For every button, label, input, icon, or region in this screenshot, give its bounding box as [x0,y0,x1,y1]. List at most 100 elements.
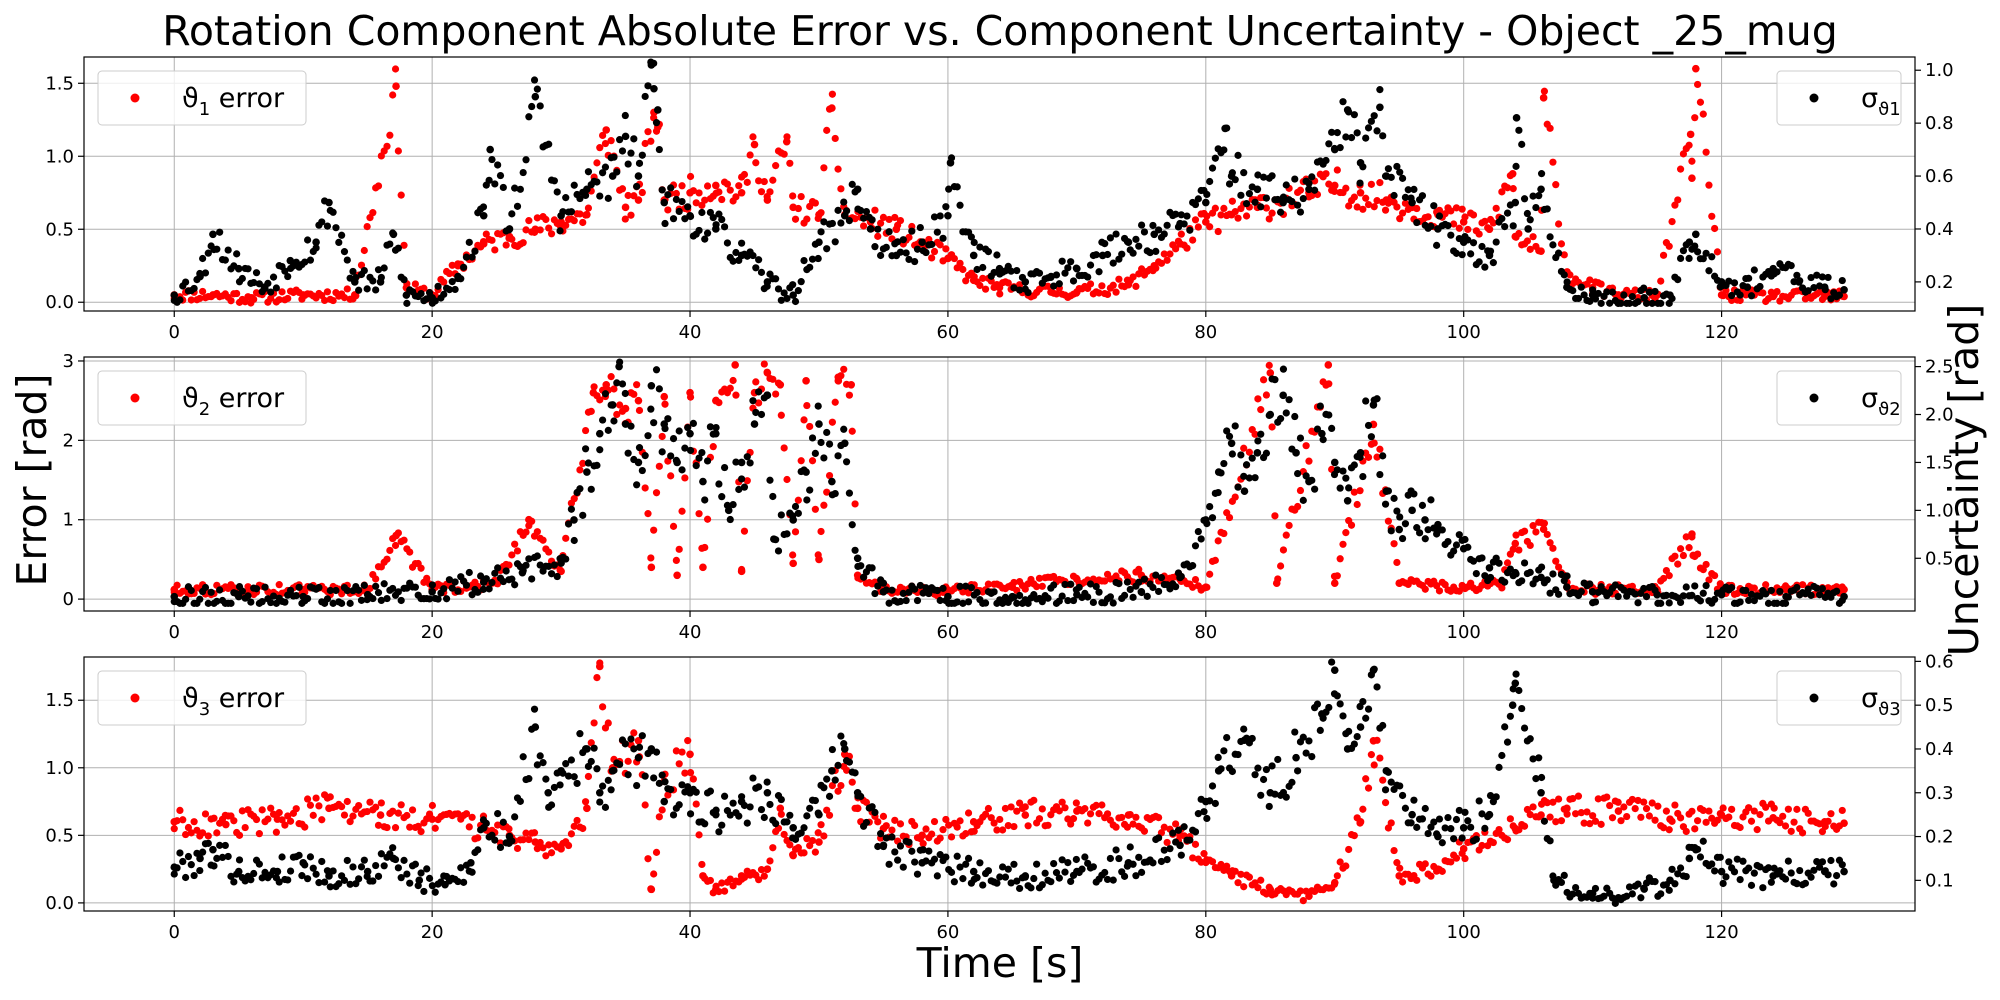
uncertainty-series-anchor-point [557,559,565,567]
uncertainty-series-point [1311,186,1319,194]
uncertainty-series-point [942,853,950,861]
error-series-point [1004,821,1012,830]
error-series-point [1750,584,1758,592]
error-series-anchor-point [1395,579,1404,588]
uncertainty-series-point [772,275,780,283]
uncertainty-series-point [1642,879,1651,887]
uncertainty-series-point [964,598,973,606]
uncertainty-series-anchor-point [1408,198,1416,207]
uncertainty-series-point [777,511,785,519]
error-series-point [1676,545,1685,553]
uncertainty-series-point [1384,165,1392,173]
error-series-point [428,801,437,810]
error-series-point [1333,166,1341,174]
uncertainty-series-point [1756,592,1764,600]
uncertainty-series-point [655,145,663,154]
uncertainty-series-anchor-point [286,256,295,265]
error-series-point [1095,810,1103,818]
uncertainty-series-point [1606,299,1614,307]
uncertainty-series-point [1410,185,1418,194]
uncertainty-series-point [1288,197,1296,206]
uncertainty-series-anchor-point [1202,516,1210,524]
uncertainty-series-anchor-point [853,185,862,194]
error-series-point [891,213,899,222]
uncertainty-series-point [499,183,507,192]
uncertainty-series-point [746,803,754,811]
uncertainty-series-anchor-point [770,535,778,543]
error-series-point [1172,820,1180,828]
uncertainty-series-point [238,587,246,595]
error-series-point [993,826,1001,834]
error-series-anchor-point [1305,892,1313,900]
error-series-point [1705,181,1713,189]
uncertainty-series-point [508,210,516,218]
error-series-point [834,787,842,795]
error-series-point [1597,280,1605,288]
legend-uncertainty-2-frame [1776,370,1902,426]
uncertainty-series-point [1067,877,1075,886]
error-series-point [837,781,845,790]
uncertainty-series-point [1328,128,1336,136]
uncertainty-series-point [349,267,357,276]
error-series-point [1563,810,1571,818]
uncertainty-series-point [857,206,865,215]
uncertainty-series-point [576,485,584,493]
uncertainty-series-point [335,238,343,247]
uncertainty-series-anchor-point [763,391,772,400]
error-series-anchor-point [428,815,436,823]
error-series-point [408,806,417,814]
uncertainty-series-anchor-point [1073,590,1081,599]
uncertainty-series-anchor-point [531,92,540,101]
uncertainty-series-point [823,245,831,253]
uncertainty-series-anchor-point [1459,544,1468,553]
uncertainty-series-point [1827,295,1835,303]
uncertainty-series-point [590,744,598,752]
error-series-point [777,810,785,818]
y-tick-label-right: 0.4 [1925,219,1954,240]
error-series-point [372,575,380,583]
error-series-point [718,879,726,887]
uncertainty-series-point [1299,733,1307,741]
uncertainty-series-point [1245,474,1253,482]
uncertainty-series-point [1699,837,1707,845]
uncertainty-series-point [442,595,451,603]
uncertainty-series-point [170,870,178,878]
error-series-point [281,821,289,829]
error-series-point [689,775,697,783]
error-series-point [686,172,695,181]
error-series-point [1237,870,1245,878]
uncertainty-series-point [1730,868,1739,876]
uncertainty-series-point [199,254,207,263]
y-tick-label-right: 0.5 [1925,695,1954,716]
uncertainty-series-point [451,285,459,294]
uncertainty-series-anchor-point [815,420,823,428]
uncertainty-series-point [374,589,383,597]
error-series-anchor-point [1356,818,1365,826]
error-series-anchor-point [731,361,739,369]
uncertainty-series-point [1282,793,1290,801]
error-series-point [911,821,919,830]
uncertainty-series-point [1030,874,1038,883]
uncertainty-series-point [1401,520,1410,528]
uncertainty-series-point [1092,251,1100,259]
uncertainty-series-point [596,446,604,454]
uncertainty-series-point [1135,853,1143,861]
uncertainty-series-point [701,235,709,243]
uncertainty-series-anchor-point [1240,736,1249,745]
error-series-point [1302,442,1310,450]
uncertainty-series-point [1608,288,1617,296]
uncertainty-series-point [871,589,879,598]
uncertainty-series-point [564,772,573,780]
uncertainty-series-point [638,466,646,475]
uncertainty-series-point [1262,765,1271,774]
scatter-points [170,658,1848,907]
uncertainty-series-point [1586,297,1594,305]
uncertainty-series-point [1291,175,1299,183]
uncertainty-series-point [1810,866,1818,874]
error-series-point [692,800,700,808]
error-series-point [1157,259,1166,267]
uncertainty-series-point [868,564,876,572]
uncertainty-series-point [1642,299,1651,307]
uncertainty-series-point [1333,466,1341,474]
